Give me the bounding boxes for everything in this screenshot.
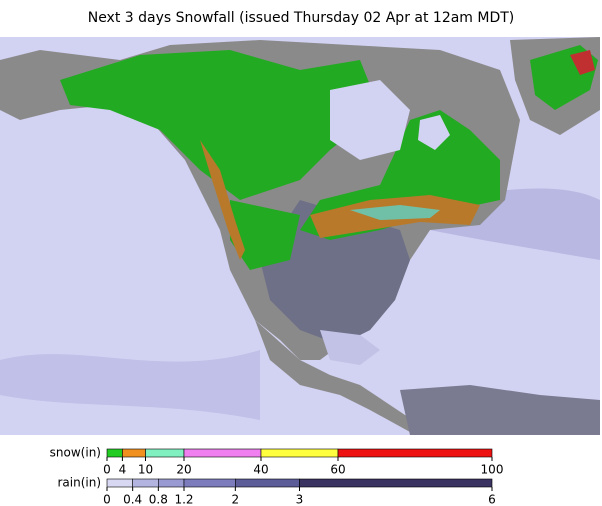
color-segment <box>122 448 146 458</box>
tick-label: 1.2 <box>174 493 193 506</box>
south-america <box>400 385 600 435</box>
ocean-precip <box>0 350 260 420</box>
color-segment <box>145 448 185 458</box>
color-segment <box>337 448 493 458</box>
tick-label: 2 <box>232 493 240 506</box>
tick-label: 6 <box>488 493 496 506</box>
scale-label: rain(in) <box>57 476 101 490</box>
color-segment <box>132 478 159 488</box>
tick-label: 3 <box>296 493 304 506</box>
tick-label: 10 <box>138 463 153 477</box>
tick-label: 100 <box>481 463 504 477</box>
snow-area <box>350 205 440 220</box>
tick-label: 60 <box>330 463 345 477</box>
color-segment <box>183 448 262 458</box>
tick-label: 4 <box>119 463 127 477</box>
tick-label: 0 <box>103 493 111 506</box>
color-segment <box>106 478 133 488</box>
hudson-bay <box>330 80 410 160</box>
snow-area <box>200 140 245 260</box>
color-segment <box>106 448 123 458</box>
color-segment <box>299 478 493 488</box>
color-segment <box>158 478 185 488</box>
tick-label: 40 <box>253 463 268 477</box>
snow-area <box>60 50 380 200</box>
snow-area <box>570 50 595 75</box>
color-segment <box>183 478 236 488</box>
color-segment <box>260 448 339 458</box>
map-title: Next 3 days Snowfall (issued Thursday 02… <box>88 10 515 26</box>
tick-label: 20 <box>176 463 191 477</box>
map <box>0 37 600 435</box>
tick-label: 0.4 <box>123 493 142 506</box>
color-segment <box>235 478 300 488</box>
tick-label: 0.8 <box>149 493 168 506</box>
gulf <box>320 330 380 365</box>
scale-label: snow(in) <box>50 446 101 460</box>
hudson-bay <box>418 115 450 150</box>
central-america <box>255 320 420 432</box>
snow-area <box>230 200 300 270</box>
tick-label: 0 <box>103 463 111 477</box>
rain-area <box>260 200 410 345</box>
